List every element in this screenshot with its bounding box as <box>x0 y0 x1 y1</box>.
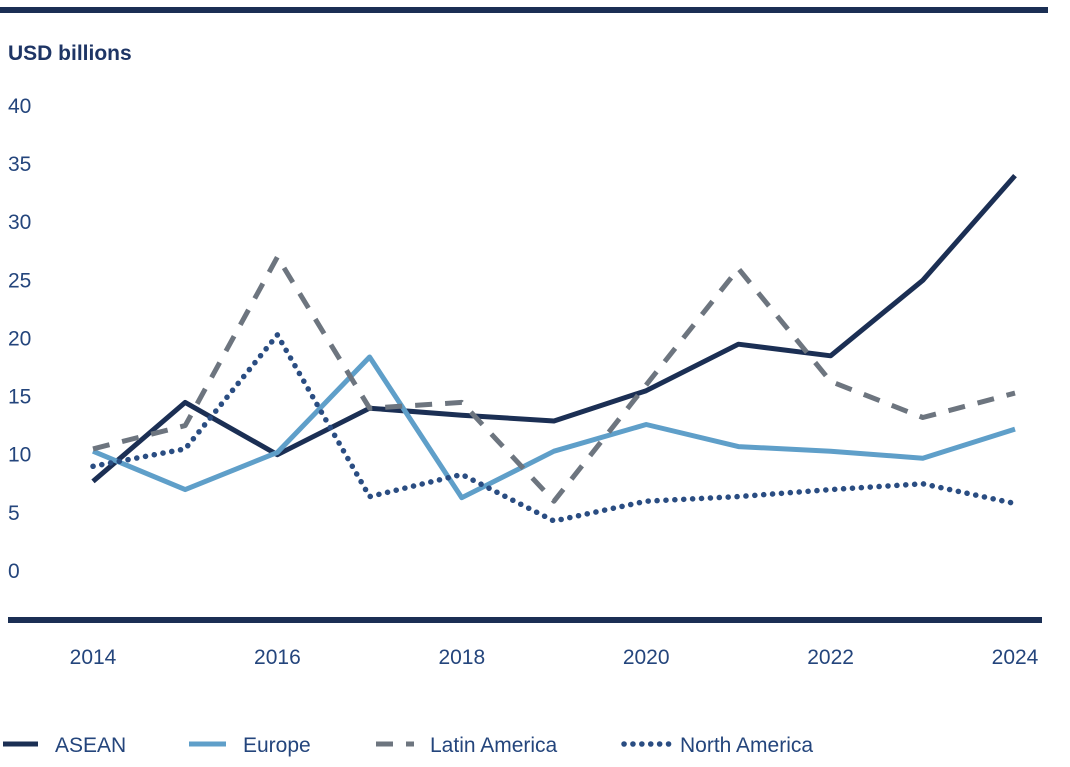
legend-label-europe: Europe <box>243 734 311 757</box>
series-line-latin-america <box>92 254 1016 504</box>
x-tick-label-2020: 2020 <box>623 646 670 669</box>
legend-label-north-america: North America <box>680 734 813 757</box>
chart-title: USD billions <box>8 42 132 65</box>
x-tick-label-2018: 2018 <box>438 646 485 669</box>
y-tick-label-20: 20 <box>8 327 31 350</box>
series-line-north-america <box>90 332 1018 524</box>
y-tick-label-30: 30 <box>8 211 31 234</box>
series-line-asean <box>91 173 1017 484</box>
legend-label-asean: ASEAN <box>55 734 126 757</box>
x-axis-labels: 2014 2016 2018 2020 2022 2024 <box>70 646 1039 669</box>
y-tick-label-40: 40 <box>8 95 31 118</box>
y-tick-label-15: 15 <box>8 386 31 409</box>
x-axis-line <box>8 617 1042 623</box>
y-tick-label-5: 5 <box>8 502 20 525</box>
series-line-europe <box>92 354 1016 501</box>
y-tick-label-10: 10 <box>8 444 31 467</box>
series-lines <box>90 173 1018 524</box>
legend-label-latin-america: Latin America <box>430 734 558 757</box>
x-tick-label-2016: 2016 <box>254 646 301 669</box>
y-tick-label-25: 25 <box>8 269 31 292</box>
chart-legend: ASEAN Europe Latin America North America <box>3 734 813 757</box>
y-axis-labels: 0 5 10 15 20 25 30 35 40 <box>8 95 31 583</box>
x-tick-label-2014: 2014 <box>70 646 117 669</box>
top-rule <box>0 7 1048 13</box>
x-tick-label-2024: 2024 <box>992 646 1039 669</box>
y-tick-label-35: 35 <box>8 153 31 176</box>
y-tick-label-0: 0 <box>8 560 20 583</box>
x-tick-label-2022: 2022 <box>807 646 854 669</box>
